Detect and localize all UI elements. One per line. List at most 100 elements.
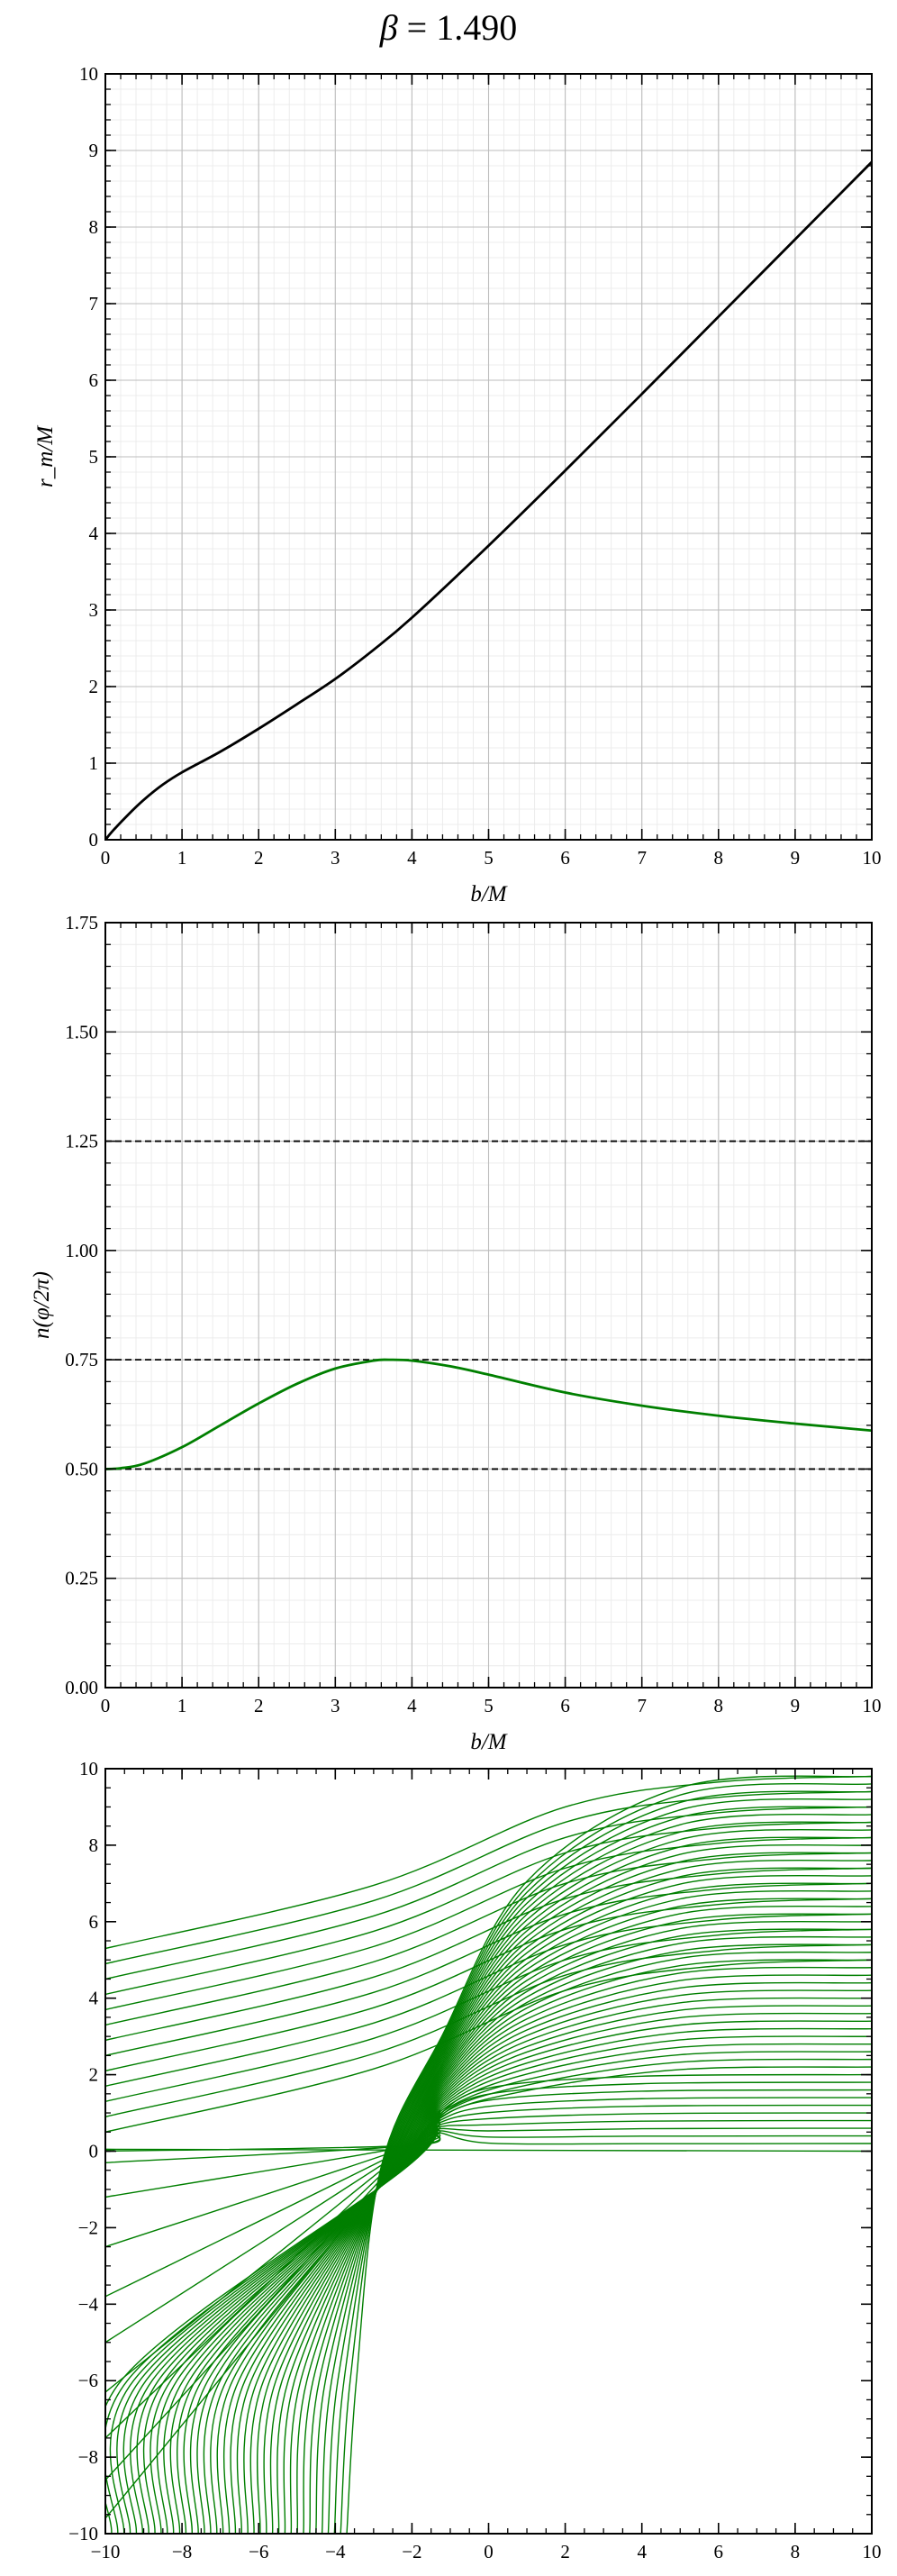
x-tick-label: 9 [791, 847, 801, 869]
x-tick-label: 8 [714, 1695, 724, 1716]
series-group [105, 1358, 872, 1470]
y-tick-label: −10 [68, 2523, 98, 2544]
panel-n-phi-vs-b: 0 1 2 3 4 5 6 7 8 9 10 0.00 0.25 0.50 0.75 1.00 1.25 1.50… [30, 912, 882, 1754]
y-tick-label: 0.75 [65, 1349, 98, 1370]
trajectory-line [105, 2104, 872, 2344]
y-tick-label: 1.75 [65, 912, 98, 933]
trajectory-line [105, 2130, 872, 2163]
x-tick-label: 6 [560, 847, 570, 869]
title-beta-symbol: β [379, 7, 398, 48]
x-tick-label: 2 [560, 2541, 570, 2562]
ticks [104, 922, 873, 1689]
trajectory-line-upper [105, 1775, 872, 1950]
y-tick-label: 1.50 [65, 1021, 98, 1042]
y-tick-label: 2 [89, 2064, 99, 2086]
x-tick-label: 1 [177, 1695, 187, 1716]
trajectory-line [243, 1898, 872, 2534]
x-tick-label: 3 [331, 847, 340, 869]
trajectory-line-upper [105, 1943, 872, 2117]
trajectory-line-upper [105, 1913, 872, 2088]
trajectory-line [249, 1889, 872, 2534]
x-tick-label: 2 [254, 847, 264, 869]
trajectory-line [156, 1997, 872, 2534]
trajectory-line [105, 2089, 872, 2439]
x-tick-label: 8 [714, 847, 724, 869]
trajectory-line [177, 1974, 872, 2534]
trajectory-line [169, 1981, 872, 2534]
figure-title: β = 1.490 [379, 7, 517, 48]
x-tick-label: 6 [560, 1695, 570, 1716]
y-tick-label: 0.00 [65, 1677, 98, 1698]
y-tick-label: −6 [78, 2370, 98, 2391]
x-tick-label: 10 [863, 2541, 882, 2562]
y-tick-label: 4 [89, 1988, 99, 2009]
x-tick-label: 0 [101, 847, 111, 869]
y-tick-label: 0.25 [65, 1568, 98, 1589]
y-tick-label: −4 [78, 2293, 99, 2315]
x-tick-label: −8 [172, 2541, 192, 2562]
y-tick-label: 3 [89, 599, 99, 621]
x-tick-label: 7 [637, 1695, 647, 1716]
panel-trajectories: −10 −8 −6 −4 −2 0 2 4 6 8 10 −10 −8 −6 −4 −2 0 2 4 6 8 10 [68, 1758, 881, 2562]
x-tick-label: −2 [402, 2541, 421, 2562]
x-tick-label: 10 [863, 1695, 882, 1716]
y-tick-label: 4 [89, 523, 99, 544]
trajectory-line [189, 1959, 872, 2534]
series-line [105, 160, 872, 840]
y-tick-label: 7 [89, 293, 99, 314]
y-tick-label: 1.25 [65, 1131, 98, 1152]
x-tick-label: −10 [91, 2541, 121, 2562]
trajectory-line [105, 2119, 872, 2248]
grid [104, 73, 873, 841]
trajectory-line-upper [105, 1959, 872, 2133]
trajectory-line [236, 1905, 872, 2534]
x-axis-label: b/M [470, 1730, 507, 1754]
x-tick-label: 5 [484, 847, 494, 869]
y-tick-label: 9 [89, 140, 99, 161]
trajectory-line [289, 1843, 872, 2534]
trajectory-line-upper [105, 1898, 872, 2072]
series-line [105, 1358, 872, 1470]
x-tick-label: 5 [484, 1695, 494, 1716]
y-tick-label: 8 [89, 1834, 99, 1856]
trajectory-line [142, 2012, 872, 2534]
trajectory-line-upper [105, 1867, 872, 2042]
x-tick-label: 2 [254, 1695, 264, 1716]
trajectory-line [315, 1813, 872, 2534]
y-tick-label: 6 [89, 1911, 99, 1933]
trajectory-line [122, 2035, 872, 2534]
x-tick-label: 0 [484, 2541, 494, 2562]
trajectory-line [269, 1867, 872, 2534]
x-tick-label: 6 [714, 2541, 724, 2562]
x-tick-label: 4 [407, 1695, 417, 1716]
ticks [104, 73, 873, 841]
y-tick-label: 10 [79, 1758, 98, 1780]
y-tick-label: 0 [89, 829, 99, 851]
x-tick-label: −4 [325, 2541, 346, 2562]
trajectory-line [130, 2027, 872, 2534]
trajectory-line [333, 1790, 872, 2534]
trajectory-line-upper [105, 1806, 872, 1980]
trajectory-line-upper [105, 1836, 872, 2011]
y-tick-label: 6 [89, 369, 99, 391]
trajectory-line [136, 2020, 872, 2534]
panel-rm-vs-b: 0 1 2 3 4 5 6 7 8 9 10 0 1 2 3 4 5 6 7 8 9 10 b/M r_m/M [33, 63, 882, 906]
y-tick-label: 0.50 [65, 1458, 98, 1479]
trajectory-line-upper [105, 1928, 872, 2103]
x-axis-label: b/M [470, 882, 507, 906]
x-tick-label: 9 [791, 1695, 801, 1716]
trajectory-line [263, 1874, 872, 2534]
series-group [105, 1775, 872, 2534]
x-tick-label: 0 [101, 1695, 111, 1716]
x-tick-label: 8 [791, 2541, 801, 2562]
trajectory-line [116, 2043, 872, 2534]
title-beta-value: = 1.490 [398, 7, 518, 48]
trajectory-line [105, 2097, 872, 2393]
trajectory-line [256, 1882, 872, 2534]
y-tick-label: 5 [89, 446, 99, 468]
trajectory-line [276, 1859, 872, 2534]
trajectory-line [105, 2127, 872, 2198]
trajectory-line [230, 1913, 872, 2534]
y-tick-label: 1.00 [65, 1240, 98, 1261]
